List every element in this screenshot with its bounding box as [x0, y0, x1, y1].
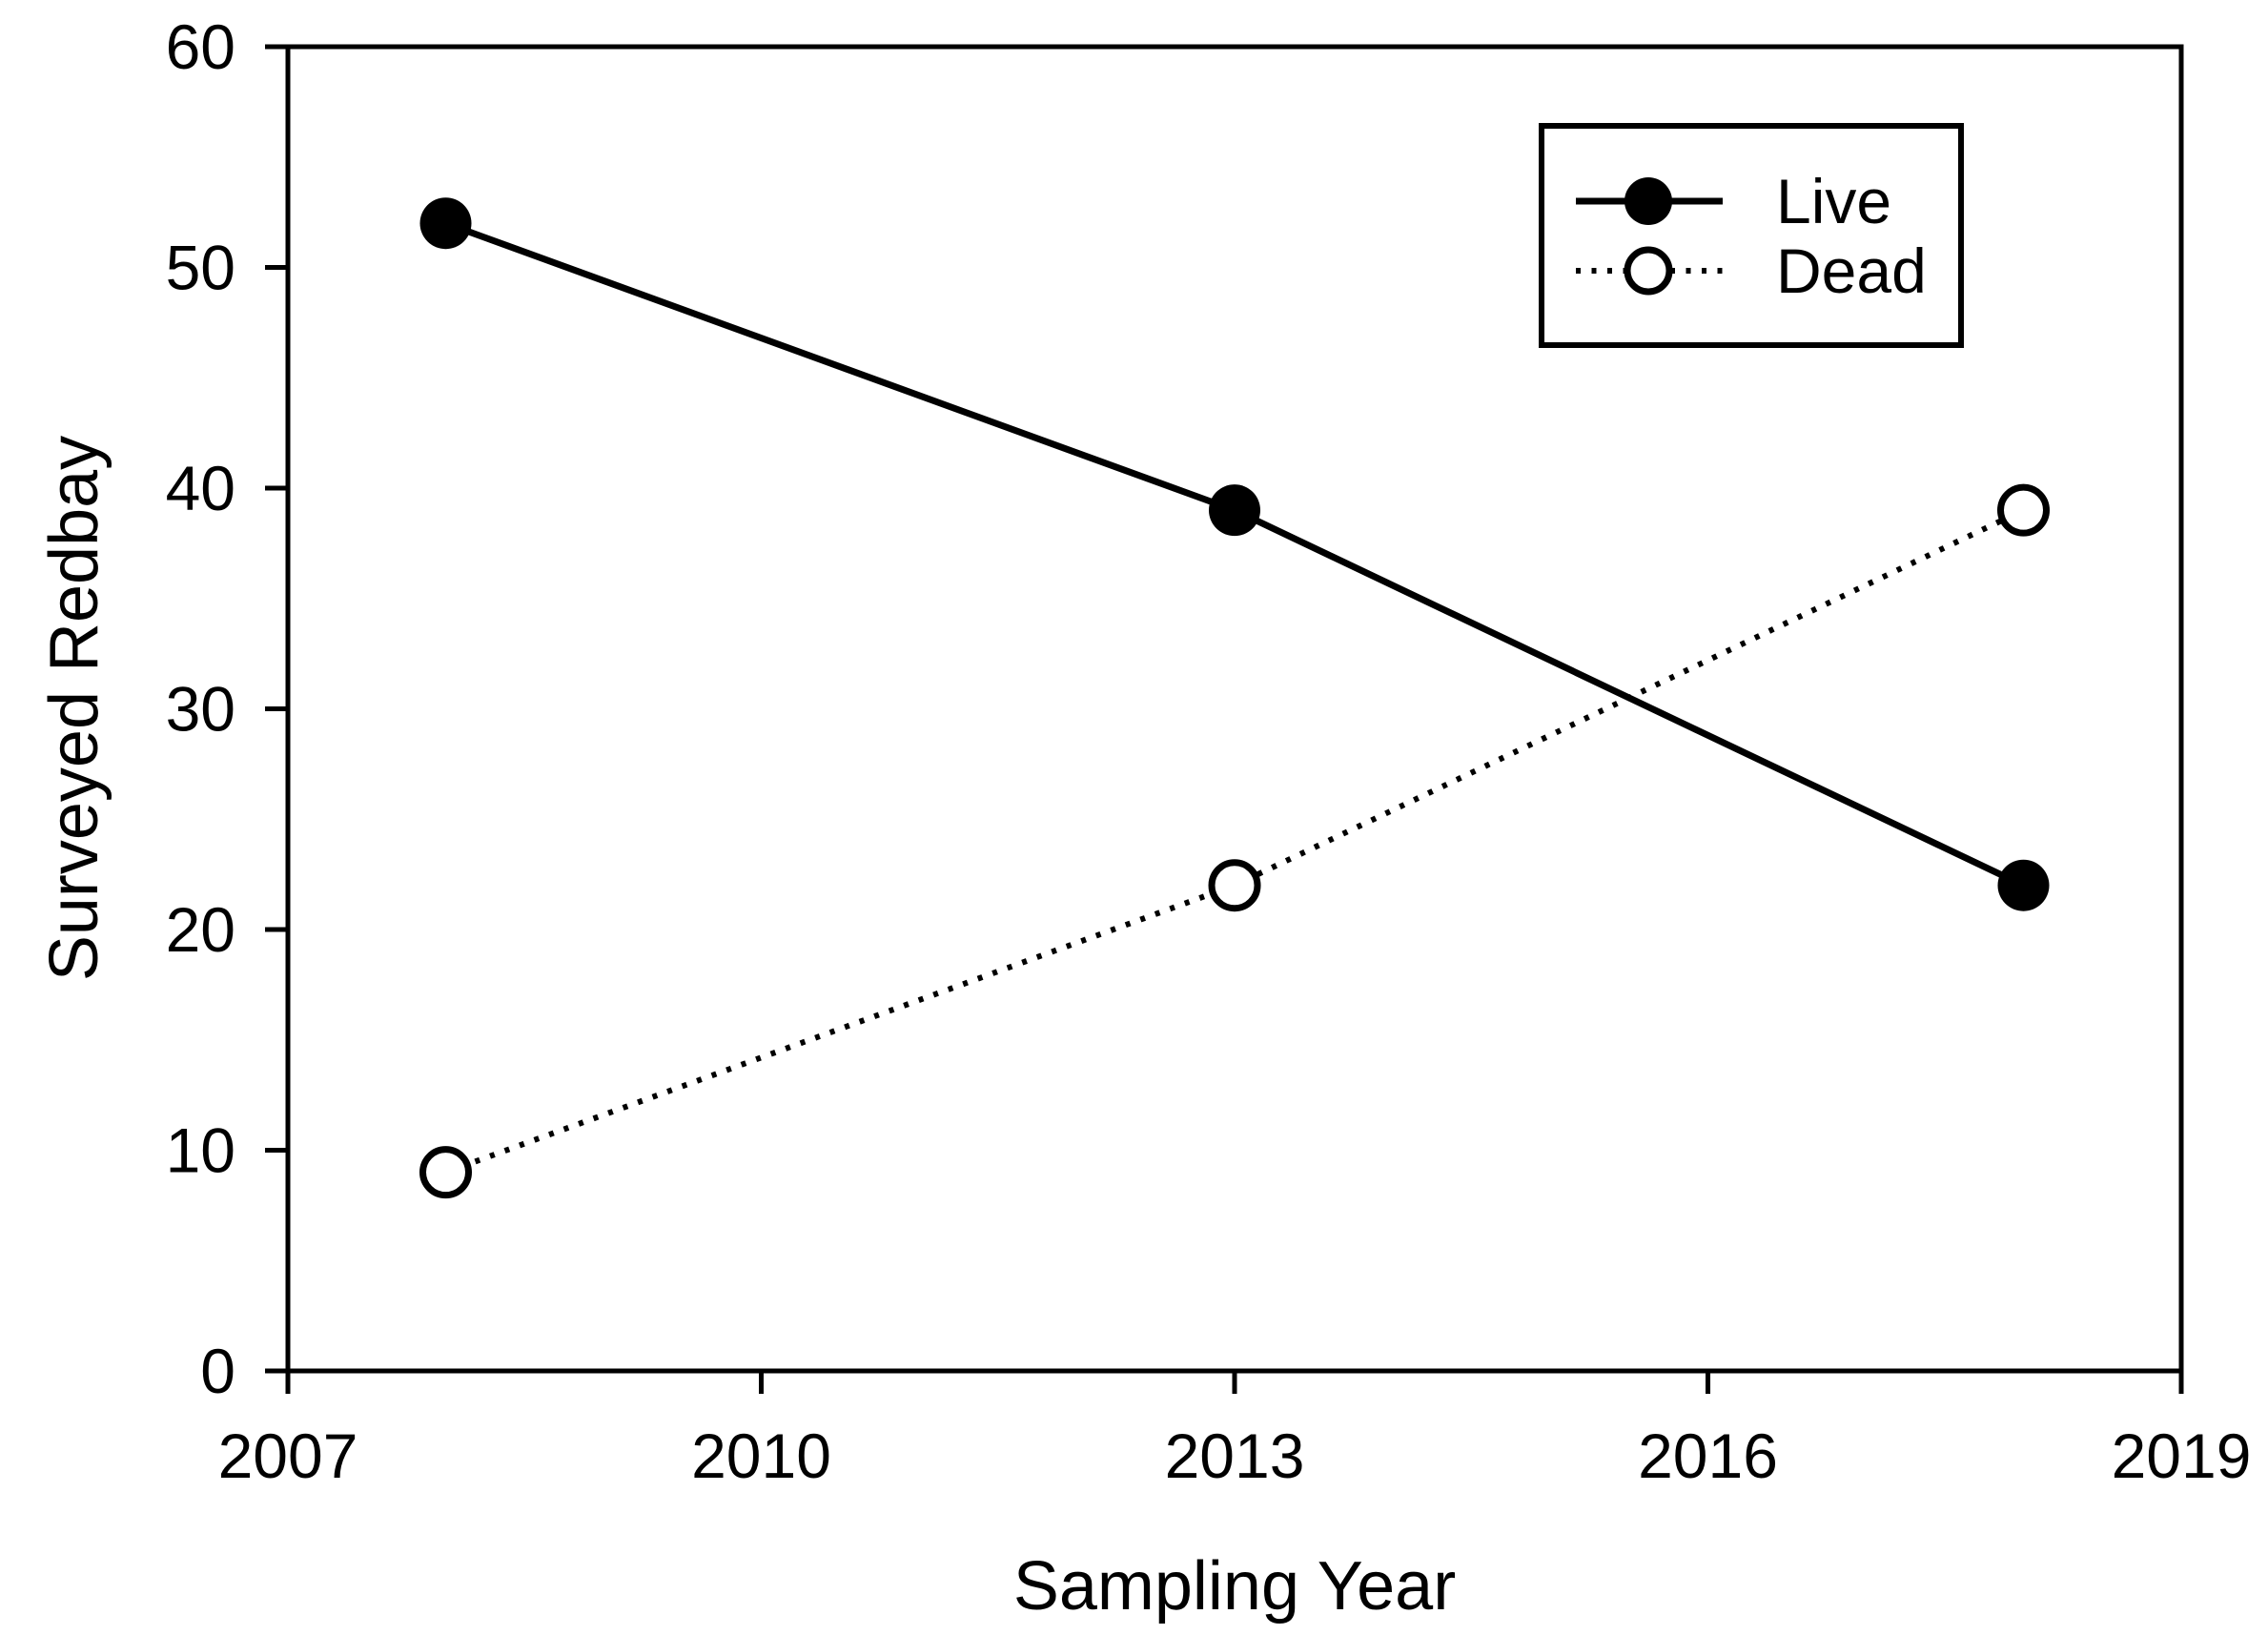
- x-tick-label: 2007: [218, 1420, 358, 1491]
- y-tick-label: 50: [166, 233, 235, 303]
- x-axis-title: Sampling Year: [1013, 1548, 1456, 1625]
- series-line-dead: [444, 507, 2025, 1175]
- y-tick-label: 30: [166, 674, 235, 745]
- data-point-live: [1209, 484, 1260, 537]
- data-point-live: [419, 197, 472, 250]
- x-tick-label: 2013: [1165, 1420, 1305, 1491]
- legend-filled-circle-icon: [1624, 177, 1672, 225]
- y-tick-label: 0: [200, 1336, 235, 1406]
- legend-box: [1539, 123, 1964, 348]
- y-tick-label: 40: [166, 453, 235, 523]
- legend-open-circle-icon: [1624, 246, 1673, 296]
- legend-label-dead: Dead: [1776, 235, 1927, 306]
- data-point-dead: [419, 1146, 472, 1199]
- y-tick-label: 10: [166, 1115, 235, 1186]
- y-tick-label: 20: [166, 894, 235, 965]
- x-tick-label: 2010: [691, 1420, 831, 1491]
- legend-label-live: Live: [1776, 166, 1891, 236]
- data-point-dead: [1997, 483, 2050, 537]
- x-tick-label: 2019: [2112, 1420, 2252, 1491]
- plot-area: 2007 2010 2013 2016 2019 0 10 20 30 40 50 60: [166, 11, 2252, 1491]
- data-point-live: [1997, 859, 2050, 911]
- plot-border: [285, 44, 2184, 1374]
- x-tick-label: 2016: [1638, 1420, 1778, 1491]
- legend: Live Dead: [1539, 123, 1964, 348]
- y-axis-title: Surveyed Redbay: [36, 436, 112, 981]
- y-tick-label: 60: [166, 11, 235, 82]
- data-point-dead: [1208, 859, 1261, 912]
